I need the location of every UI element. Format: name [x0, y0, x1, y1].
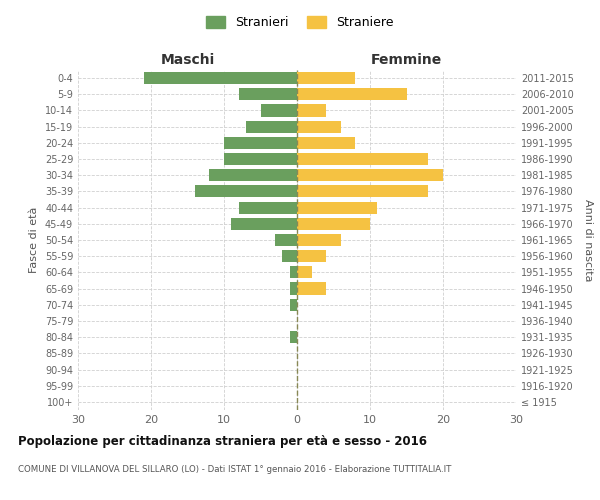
Bar — [297, 169, 443, 181]
Bar — [297, 104, 326, 117]
Bar — [290, 298, 297, 311]
Bar — [239, 202, 297, 213]
Bar — [297, 88, 407, 101]
Bar — [195, 186, 297, 198]
Bar — [224, 153, 297, 165]
Y-axis label: Anni di nascita: Anni di nascita — [583, 198, 593, 281]
Bar — [297, 250, 326, 262]
Bar — [297, 120, 341, 132]
Text: Maschi: Maschi — [160, 52, 215, 66]
Bar — [239, 88, 297, 101]
Bar — [275, 234, 297, 246]
Bar — [297, 234, 341, 246]
Bar — [297, 202, 377, 213]
Bar — [297, 153, 428, 165]
Bar — [297, 186, 428, 198]
Bar — [232, 218, 297, 230]
Text: COMUNE DI VILLANOVA DEL SILLARO (LO) - Dati ISTAT 1° gennaio 2016 - Elaborazione: COMUNE DI VILLANOVA DEL SILLARO (LO) - D… — [18, 465, 451, 474]
Bar — [260, 104, 297, 117]
Y-axis label: Fasce di età: Fasce di età — [29, 207, 39, 273]
Bar — [297, 218, 370, 230]
Bar — [297, 137, 355, 149]
Bar — [297, 72, 355, 84]
Bar — [297, 282, 326, 294]
Bar — [144, 72, 297, 84]
Bar — [209, 169, 297, 181]
Bar — [290, 282, 297, 294]
Text: Popolazione per cittadinanza straniera per età e sesso - 2016: Popolazione per cittadinanza straniera p… — [18, 435, 427, 448]
Bar — [283, 250, 297, 262]
Bar — [290, 266, 297, 278]
Bar — [246, 120, 297, 132]
Legend: Stranieri, Straniere: Stranieri, Straniere — [202, 11, 398, 34]
Bar — [290, 331, 297, 343]
Bar — [297, 266, 311, 278]
Bar — [224, 137, 297, 149]
Text: Femmine: Femmine — [371, 52, 442, 66]
